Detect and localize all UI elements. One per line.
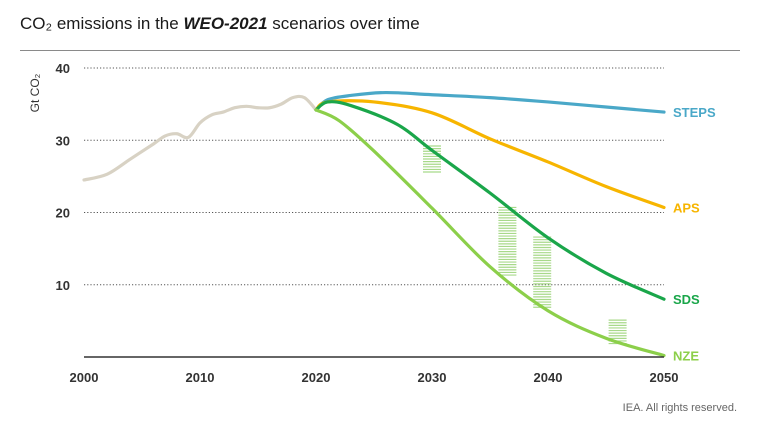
credit-text: IEA. All rights reserved. [622,402,737,414]
series-line-historical [82,94,318,182]
x-tick-label: 2020 [302,370,331,385]
series-labels: STEPS APS SDS NZE [673,105,716,363]
series-line-steps [314,90,666,114]
y-tick-label: 20 [56,206,70,221]
y-tick-label: 10 [56,278,70,293]
x-tick-label: 2040 [534,370,563,385]
y-tick-label: 30 [56,133,70,148]
y-axis-label: Gt CO₂ [28,73,42,112]
x-tick-label: 2000 [70,370,99,385]
x-tick-label: 2050 [650,370,679,385]
series-label-sds: SDS [673,292,700,307]
series-line-sds [314,100,666,301]
title-emphasis: WEO-2021 [183,14,268,33]
series-line-nze [314,108,666,358]
chart-title: CO₂ emissions in the WEO-2021 scenarios … [20,14,420,34]
title-prefix: CO₂ emissions in the [20,14,184,33]
series-label-nze: NZE [673,349,699,364]
grid [84,67,664,286]
x-tick-label: 2010 [186,370,215,385]
scenario-gaps [423,145,627,345]
y-tick-label: 40 [56,61,70,76]
gap-marker [533,236,552,308]
title-divider [20,50,740,51]
title-suffix: scenarios over time [267,14,420,33]
series-label-steps: STEPS [673,105,716,120]
x-tick-label: 2030 [418,370,447,385]
gap-marker [498,206,517,276]
series-lines [82,90,666,358]
series-label-aps: APS [673,200,700,215]
